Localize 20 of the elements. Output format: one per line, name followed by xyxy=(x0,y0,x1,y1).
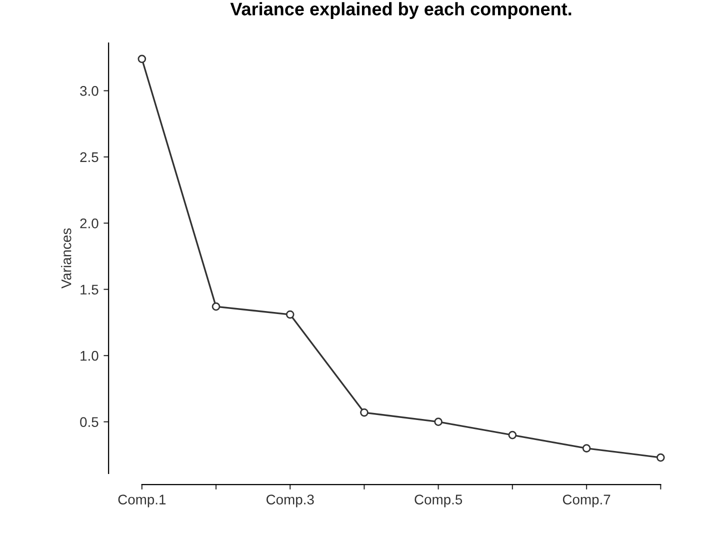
x-tick-label: Comp.3 xyxy=(266,494,314,508)
chart-title: Variance explained by each component. xyxy=(230,2,572,20)
y-tick-label: 2.0 xyxy=(80,218,98,228)
point xyxy=(582,444,591,452)
point xyxy=(508,430,517,440)
point xyxy=(212,302,220,311)
point xyxy=(656,453,665,462)
y-tick-label: 0.5 xyxy=(80,417,98,427)
y-tick-label: 2.5 xyxy=(80,152,98,162)
x-tick-label: Comp.5 xyxy=(414,494,462,508)
point xyxy=(434,418,442,426)
x-tick-label: Comp.7 xyxy=(562,494,610,508)
y-tick-label: 1.0 xyxy=(80,350,98,361)
x-tick-label: Comp.1 xyxy=(118,494,166,508)
point xyxy=(286,310,294,319)
y-tick-label: 1.5 xyxy=(80,284,98,295)
point xyxy=(138,54,146,64)
point xyxy=(360,408,368,417)
y-tick-label: 3.0 xyxy=(80,86,98,96)
y-axis-title: Variances xyxy=(61,228,72,289)
